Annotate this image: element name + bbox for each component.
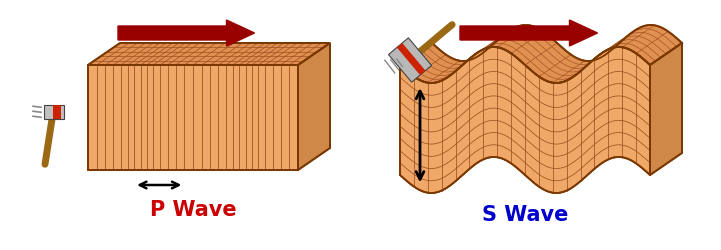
Text: P Wave: P Wave — [150, 200, 236, 220]
Polygon shape — [88, 65, 298, 170]
Polygon shape — [650, 43, 682, 175]
FancyArrow shape — [118, 20, 255, 46]
Polygon shape — [53, 105, 61, 119]
Polygon shape — [298, 43, 330, 170]
Polygon shape — [389, 38, 432, 82]
Text: S Wave: S Wave — [482, 205, 568, 225]
Polygon shape — [397, 43, 425, 75]
Polygon shape — [400, 25, 682, 83]
FancyArrow shape — [460, 20, 598, 46]
Polygon shape — [44, 105, 64, 119]
Polygon shape — [400, 47, 650, 193]
Polygon shape — [88, 43, 330, 65]
